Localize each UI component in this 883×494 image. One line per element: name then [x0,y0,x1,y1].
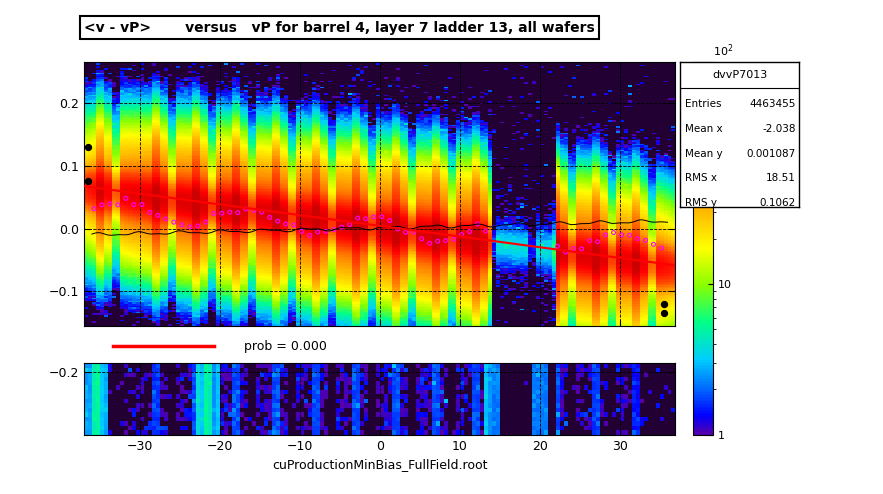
Point [646,241,660,248]
Point [358,215,373,223]
Text: $10^{2}$: $10^{2}$ [713,42,734,59]
Point [439,237,453,245]
Point [591,238,605,246]
Point [183,223,197,231]
Point [567,245,581,252]
Point [398,228,412,236]
Point [207,209,221,217]
Point [279,220,293,228]
Point [431,237,445,245]
Point [127,201,141,208]
Point [455,231,469,239]
Point [311,228,325,236]
Point [135,201,149,208]
Point [143,208,157,216]
Point [295,227,309,235]
Point [575,245,589,253]
Point [479,227,493,235]
Point [615,231,629,239]
Point [110,201,125,209]
Point [223,208,237,216]
Point [638,237,653,245]
Text: RMS y: RMS y [684,198,717,208]
Point [263,213,277,221]
Point [287,221,301,229]
Text: 4463455: 4463455 [749,99,796,109]
Point [623,231,637,239]
Point [550,243,564,250]
Point [119,194,133,202]
Point [630,235,645,243]
Point [102,200,117,208]
Point [471,220,485,228]
Point [271,217,285,225]
Text: 0.1062: 0.1062 [759,198,796,208]
Point [599,231,613,239]
Text: prob = 0.000: prob = 0.000 [244,340,327,353]
Point [415,235,429,243]
Point [303,232,317,240]
Text: Mean y: Mean y [684,149,722,159]
Text: 0.001087: 0.001087 [746,149,796,159]
Point [406,228,420,236]
Point [167,218,181,226]
Point [81,143,95,151]
Point [191,222,205,230]
Text: RMS x: RMS x [684,173,717,183]
Point [94,201,109,209]
Point [215,209,229,217]
Point [199,218,213,226]
X-axis label: cuProductionMinBias_FullField.root: cuProductionMinBias_FullField.root [272,458,487,471]
Point [175,221,189,229]
Point [151,211,165,219]
Point [654,244,668,252]
Text: 18.51: 18.51 [766,173,796,183]
Point [463,228,477,236]
Point [343,220,357,228]
Point [374,212,389,220]
Point [81,177,95,185]
Point [447,235,461,243]
Point [230,208,245,216]
Point [159,215,173,223]
Point [390,225,404,233]
Point [366,213,381,221]
Point [327,226,341,234]
Point [382,216,396,224]
Point [319,227,333,235]
Point [559,248,573,256]
Point [583,237,597,245]
Point [238,205,253,213]
Point [423,239,437,247]
Point [246,206,260,214]
Text: <v - vP>       versus   vP for barrel 4, layer 7 ladder 13, all wafers: <v - vP> versus vP for barrel 4, layer 7… [84,21,594,35]
Point [656,300,670,308]
Point [87,205,101,212]
Point [335,223,349,231]
Point [254,208,268,216]
Point [656,310,670,318]
Point [351,214,365,222]
Text: -2.038: -2.038 [762,124,796,134]
Text: Mean x: Mean x [684,124,722,134]
Point [607,229,621,237]
Text: Entries: Entries [684,99,721,109]
Text: dvvP7013: dvvP7013 [712,70,767,80]
